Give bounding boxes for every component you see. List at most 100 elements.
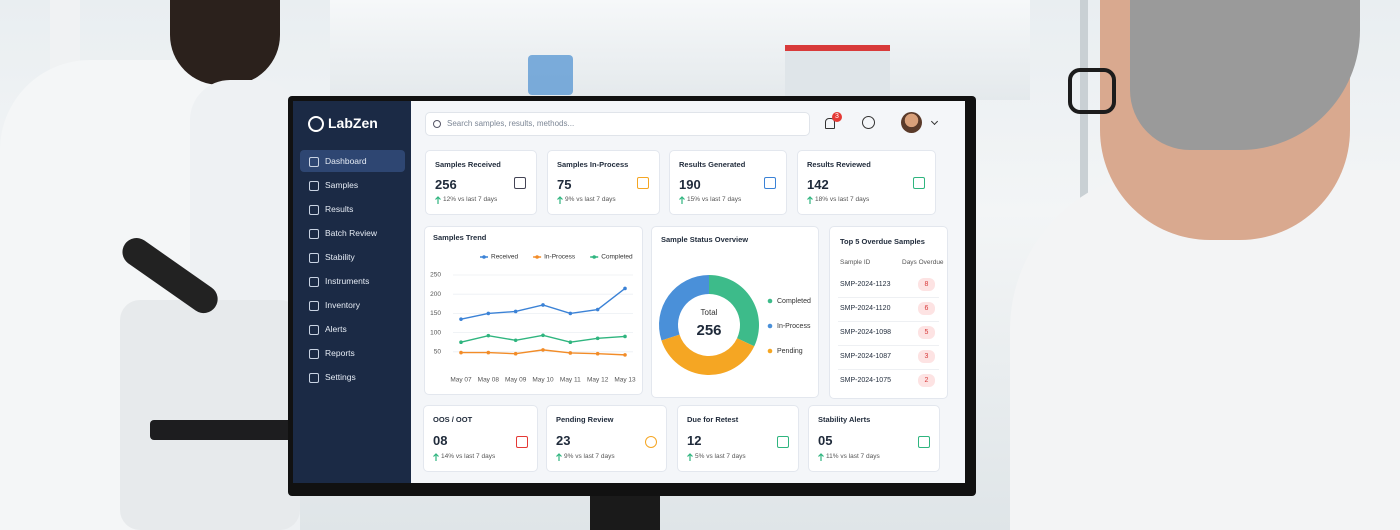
x-tick-label: May 08	[478, 377, 500, 384]
sample-id: SMP-2024-1098	[840, 329, 891, 336]
sample-id: SMP-2024-1087	[840, 353, 891, 360]
kpi-value: 256	[435, 177, 457, 192]
y-tick-label: 150	[430, 310, 441, 317]
kpi-change: 18% vs last 7 days	[815, 196, 870, 203]
alert-value: 12	[687, 433, 702, 448]
kpi-icon	[913, 177, 925, 189]
arrow-shape	[687, 453, 693, 461]
chart-title: Sample Status Overview	[661, 235, 748, 244]
x-tick-label: May 12	[587, 377, 609, 384]
menu-item[interactable]: Batch Review	[325, 228, 377, 238]
alert-icon	[645, 436, 657, 448]
glasses	[1068, 68, 1116, 114]
legend-dot	[592, 255, 596, 259]
up-arrow	[557, 196, 563, 204]
legend-dot	[767, 298, 773, 304]
alert-title: OOS / OOT	[433, 415, 473, 424]
y-tick-label: 200	[430, 291, 441, 298]
row-divider	[838, 345, 939, 346]
legend-label: Received	[491, 254, 518, 261]
days-badge: 2	[918, 374, 935, 387]
arrow-shape	[557, 196, 563, 204]
point	[513, 309, 518, 314]
table-card: Top 5 Overdue Samples Sample ID Days Overd…	[829, 226, 948, 399]
point	[541, 333, 545, 338]
sample-id: SMP-2024-1123	[840, 281, 891, 288]
menu-icon	[309, 181, 319, 191]
table-title: Top 5 Overdue Samples	[840, 237, 925, 246]
menu-item[interactable]: Settings	[325, 372, 356, 382]
microscope-stage	[150, 420, 300, 440]
menu-item[interactable]: Instruments	[325, 276, 370, 286]
user-icon[interactable]	[862, 116, 875, 129]
alert-title: Due for Retest	[687, 415, 739, 424]
sample-id: SMP-2024-1075	[840, 377, 891, 384]
alert-change: 9% vs last 7 days	[564, 453, 615, 460]
monitor-stand	[590, 495, 660, 530]
point	[459, 350, 463, 355]
point	[623, 353, 627, 357]
donut-center-value: 256	[696, 322, 721, 339]
alert-card: Due for Retest 12 5% vs last 7 days	[677, 405, 799, 472]
menu-icon	[309, 253, 319, 263]
kpi-card: Results Reviewed 142 18% vs last 7 days	[797, 150, 936, 215]
menu-icon	[309, 349, 319, 359]
point	[623, 334, 627, 339]
y-tick-label: 100	[430, 329, 441, 336]
arrow-shape	[433, 453, 439, 461]
kpi-title: Results Reviewed	[807, 160, 871, 169]
legend-label: Pending	[777, 348, 803, 355]
up-arrow	[687, 453, 693, 461]
donut-segment	[661, 334, 755, 375]
x-tick-label: May 09	[505, 377, 527, 384]
kpi-card: Samples Received 256 12% vs last 7 days	[425, 150, 537, 215]
up-arrow	[679, 196, 685, 204]
menu-item[interactable]: Dashboard	[325, 156, 367, 166]
days-badge: 3	[918, 350, 935, 363]
menu-item[interactable]: Alerts	[325, 324, 347, 334]
donut-segment	[659, 275, 709, 341]
alert-icon	[777, 436, 789, 448]
kpi-title: Results Generated	[679, 160, 746, 169]
kpi-title: Samples Received	[435, 160, 501, 169]
x-tick-label: May 11	[560, 377, 581, 384]
point	[541, 303, 545, 307]
menu-icon	[309, 301, 319, 311]
row-divider	[838, 297, 939, 298]
x-tick-label: May 10	[532, 377, 554, 384]
menu-item[interactable]: Stability	[325, 252, 355, 262]
red-box	[785, 45, 890, 96]
alert-change: 11% vs last 7 days	[826, 453, 880, 460]
alert-card: Stability Alerts 05 11% vs last 7 days	[808, 405, 940, 472]
point	[595, 307, 600, 312]
point	[568, 340, 573, 344]
avatar[interactable]	[901, 112, 922, 133]
up-arrow	[818, 453, 824, 461]
kpi-icon	[764, 177, 776, 189]
point	[513, 351, 518, 356]
legend-label: In-Process	[544, 254, 576, 261]
kpi-change: 9% vs last 7 days	[565, 196, 616, 203]
row-divider	[838, 321, 939, 322]
kpi-title: Samples In-Process	[557, 160, 629, 169]
bell-icon[interactable]	[825, 118, 835, 129]
search-bar[interactable]	[425, 112, 810, 136]
point	[486, 350, 491, 355]
alert-title: Stability Alerts	[818, 415, 871, 424]
chart-layer: Samples Trend 50 100 150 200 250 May 07 May 08 M…	[430, 233, 811, 384]
menu-item[interactable]: Results	[325, 204, 354, 214]
column-header: Days Overdue	[902, 259, 944, 266]
menu-icon	[309, 229, 319, 239]
menu-icon	[309, 277, 319, 287]
menu-item[interactable]: Reports	[325, 348, 355, 358]
kpi-value: 190	[679, 177, 701, 192]
menu-item[interactable]: Inventory	[325, 300, 360, 310]
logo-icon	[308, 116, 324, 132]
kpi-change: 12% vs last 7 days	[443, 196, 498, 203]
menu-item[interactable]: Samples	[325, 180, 359, 190]
alert-title: Pending Review	[556, 415, 614, 424]
point	[568, 311, 573, 316]
days-badge: 8	[918, 278, 935, 291]
kpi-value: 142	[807, 177, 829, 192]
